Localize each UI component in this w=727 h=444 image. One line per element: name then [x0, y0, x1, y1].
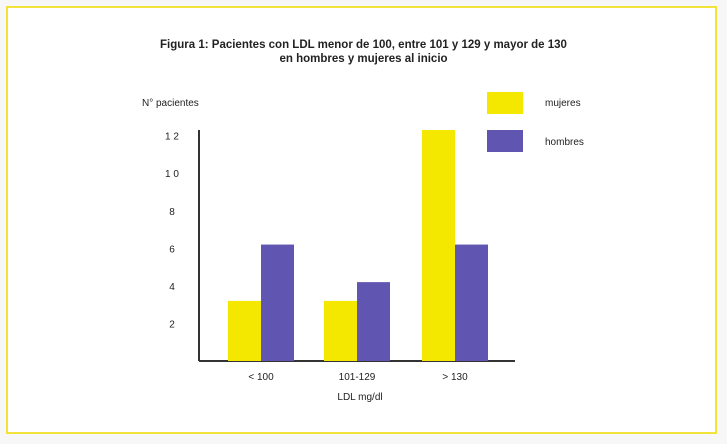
- y-tick-label: 4: [169, 282, 175, 293]
- x-tick-label: > 130: [442, 372, 468, 383]
- figure-frame: [6, 6, 717, 434]
- x-axis-label: LDL mg/dl: [337, 392, 383, 403]
- y-tick-label: 2: [169, 319, 175, 330]
- chart-title: Figura 1: Pacientes con LDL menor de 100…: [0, 38, 727, 66]
- y-tick-label: 8: [169, 207, 175, 218]
- y-tick-label: 6: [169, 244, 175, 255]
- bar-hombres-2: [455, 244, 488, 361]
- bar-mujeres-0: [228, 300, 261, 361]
- bar-mujeres-2: [422, 130, 455, 361]
- bar-hombres-1: [357, 282, 390, 361]
- y-tick-label: 1 2: [165, 132, 179, 143]
- chart-title-line-2: en hombres y mujeres al inicio: [279, 53, 448, 65]
- bar-hombres-0: [261, 244, 294, 361]
- legend-label-mujeres: mujeres: [545, 98, 581, 109]
- y-tick-label: 1 0: [165, 169, 179, 180]
- bar-mujeres-1: [324, 300, 357, 361]
- x-tick-label: 101-129: [339, 372, 376, 383]
- chart-title-line-1: Figura 1: Pacientes con LDL menor de 100…: [160, 39, 567, 51]
- legend-swatch-mujeres: [487, 92, 523, 114]
- y-axis-label: N° pacientes: [142, 98, 199, 109]
- legend-label-hombres: hombres: [545, 137, 584, 148]
- legend-swatch-hombres: [487, 130, 523, 152]
- x-tick-label: < 100: [248, 372, 274, 383]
